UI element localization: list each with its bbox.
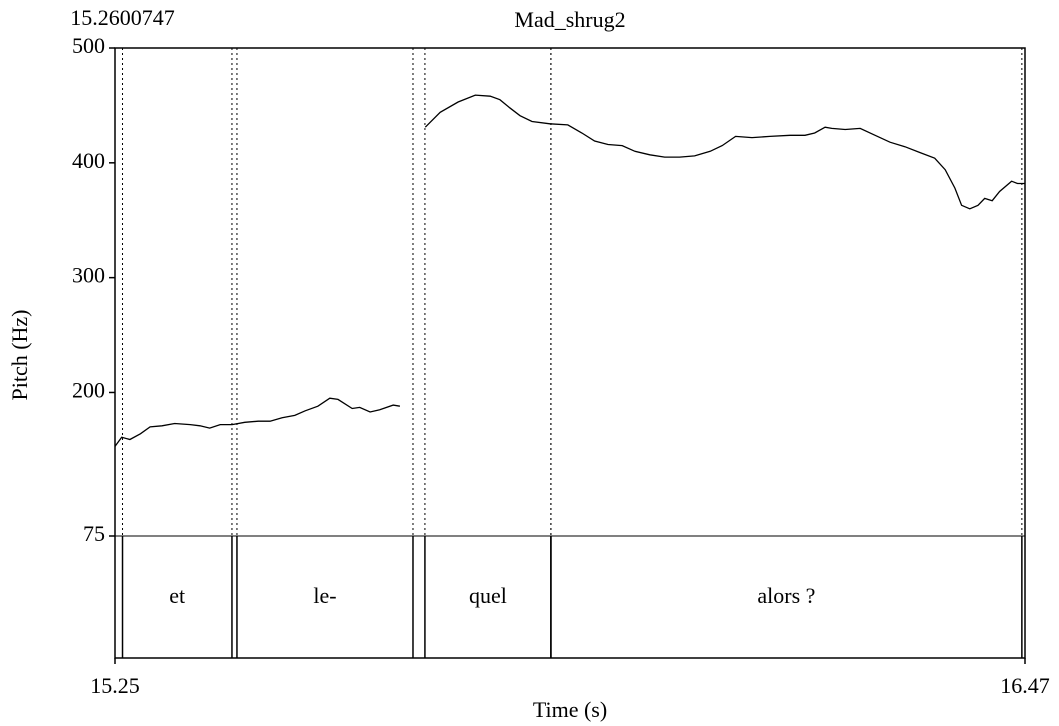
plot-frame: [114, 47, 1026, 659]
x-tick-label: 16.47: [1000, 673, 1050, 698]
interval-label: quel: [469, 583, 507, 608]
pitch-line: [114, 94, 1025, 447]
y-tick-label: 300: [72, 263, 105, 288]
y-tick-label: 500: [72, 33, 105, 58]
x-axis-label: Time (s): [533, 697, 607, 722]
interval-label: et: [169, 583, 185, 608]
y-axis-label: Pitch (Hz): [7, 309, 32, 400]
y-tick-label: 75: [83, 521, 105, 546]
x-tick-label: 15.25: [90, 673, 140, 698]
interval-label: alors ?: [757, 583, 815, 608]
interval-label: le-: [313, 583, 336, 608]
chart-title: Mad_shrug2: [514, 7, 625, 32]
cursor-time: 15.2600747: [70, 5, 175, 30]
y-tick-label: 400: [72, 148, 105, 173]
y-tick-label: 200: [72, 378, 105, 403]
